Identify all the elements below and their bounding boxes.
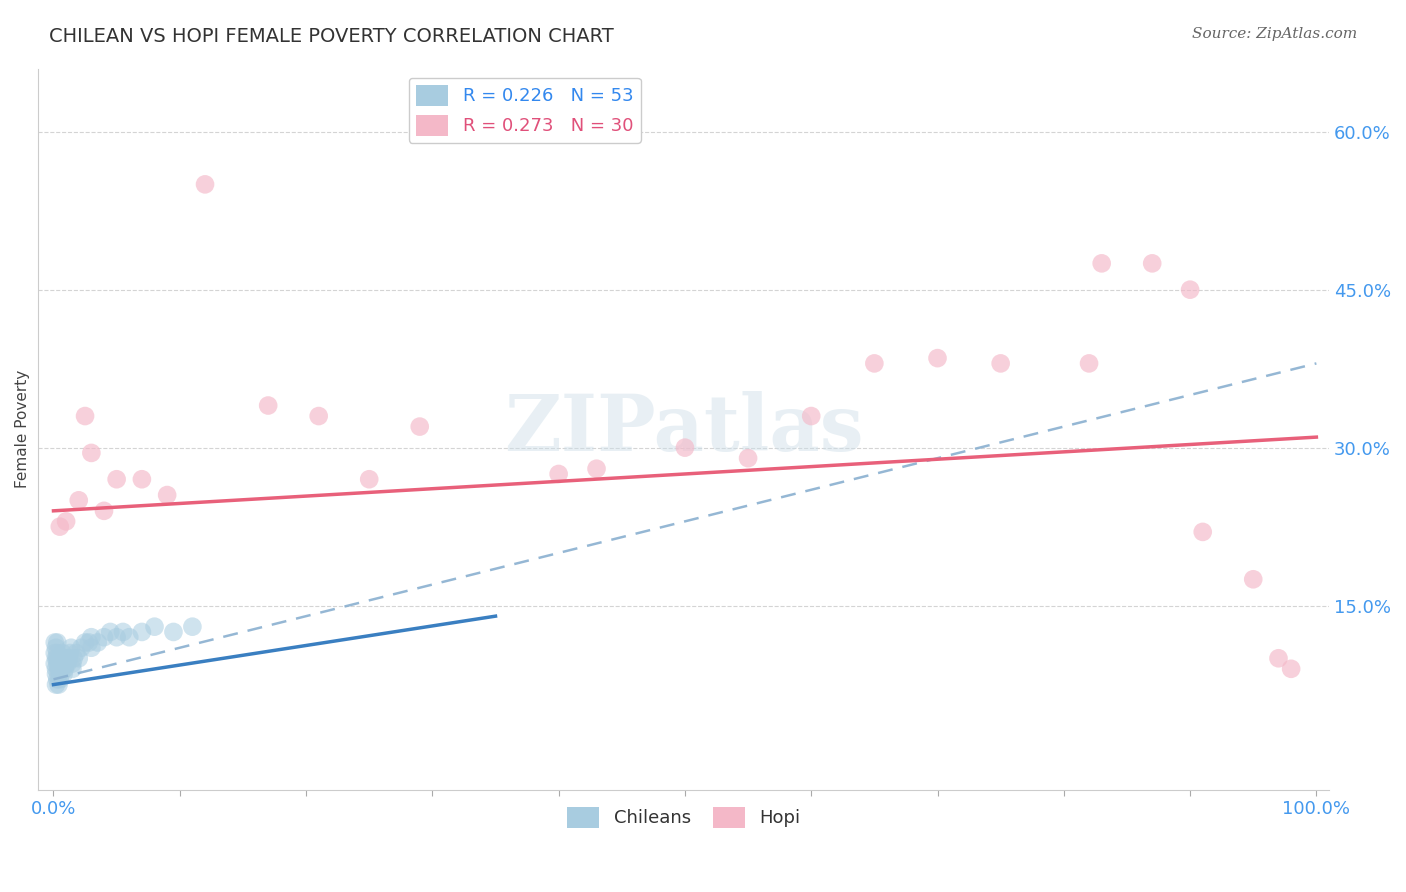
Point xyxy=(44,657,66,671)
Point xyxy=(49,673,72,687)
Point xyxy=(65,646,87,660)
Point xyxy=(46,673,69,687)
Point xyxy=(45,640,67,655)
Point xyxy=(927,351,949,365)
Point xyxy=(98,624,121,639)
Point xyxy=(80,630,103,644)
Point xyxy=(49,662,72,676)
Text: CHILEAN VS HOPI FEMALE POVERTY CORRELATION CHART: CHILEAN VS HOPI FEMALE POVERTY CORRELATI… xyxy=(49,27,614,45)
Point xyxy=(1178,283,1201,297)
Point xyxy=(62,651,84,665)
Point xyxy=(800,409,823,423)
Point xyxy=(1078,356,1101,370)
Point xyxy=(67,493,90,508)
Point xyxy=(44,635,66,649)
Point xyxy=(131,472,153,486)
Point xyxy=(156,488,179,502)
Point xyxy=(52,651,75,665)
Point xyxy=(990,356,1012,370)
Point xyxy=(93,504,115,518)
Point xyxy=(49,651,72,665)
Point xyxy=(673,441,696,455)
Point xyxy=(49,519,72,533)
Point xyxy=(59,646,82,660)
Point xyxy=(56,657,79,671)
Point xyxy=(86,635,108,649)
Point xyxy=(58,651,80,665)
Point xyxy=(51,646,73,660)
Point xyxy=(46,635,69,649)
Point xyxy=(409,419,432,434)
Point xyxy=(53,662,76,676)
Point xyxy=(1091,256,1114,270)
Point xyxy=(49,667,72,681)
Point xyxy=(105,472,128,486)
Point xyxy=(194,178,217,192)
Point xyxy=(105,630,128,644)
Point xyxy=(55,514,77,528)
Point xyxy=(1241,572,1264,586)
Point xyxy=(67,651,90,665)
Point xyxy=(111,624,134,639)
Point xyxy=(46,646,69,660)
Point xyxy=(46,657,69,671)
Point xyxy=(44,646,66,660)
Point xyxy=(45,677,67,691)
Point xyxy=(77,635,100,649)
Point xyxy=(48,657,70,671)
Point xyxy=(62,662,84,676)
Point xyxy=(131,624,153,639)
Point xyxy=(62,657,84,671)
Point xyxy=(46,651,69,665)
Legend: Chileans, Hopi: Chileans, Hopi xyxy=(560,800,808,835)
Point xyxy=(73,635,96,649)
Point xyxy=(162,624,184,639)
Point xyxy=(1279,662,1302,676)
Point xyxy=(51,657,73,671)
Point xyxy=(863,356,886,370)
Point xyxy=(73,409,96,423)
Point xyxy=(49,657,72,671)
Point xyxy=(257,399,280,413)
Point xyxy=(1140,256,1163,270)
Point xyxy=(45,667,67,681)
Point xyxy=(80,446,103,460)
Point xyxy=(48,677,70,691)
Text: Source: ZipAtlas.com: Source: ZipAtlas.com xyxy=(1191,27,1357,41)
Point xyxy=(70,640,93,655)
Point xyxy=(585,461,607,475)
Point xyxy=(359,472,381,486)
Point xyxy=(80,640,103,655)
Point xyxy=(1191,524,1213,539)
Point xyxy=(55,651,77,665)
Point xyxy=(181,620,204,634)
Point xyxy=(93,630,115,644)
Y-axis label: Female Poverty: Female Poverty xyxy=(15,370,30,488)
Text: ZIPatlas: ZIPatlas xyxy=(503,392,863,467)
Point xyxy=(48,667,70,681)
Point xyxy=(45,651,67,665)
Point xyxy=(118,630,141,644)
Point xyxy=(737,451,759,466)
Point xyxy=(60,640,83,655)
Point xyxy=(143,620,166,634)
Point xyxy=(55,657,77,671)
Point xyxy=(45,662,67,676)
Point xyxy=(1267,651,1289,665)
Point xyxy=(48,662,70,676)
Point xyxy=(52,667,75,681)
Point xyxy=(547,467,569,481)
Point xyxy=(308,409,330,423)
